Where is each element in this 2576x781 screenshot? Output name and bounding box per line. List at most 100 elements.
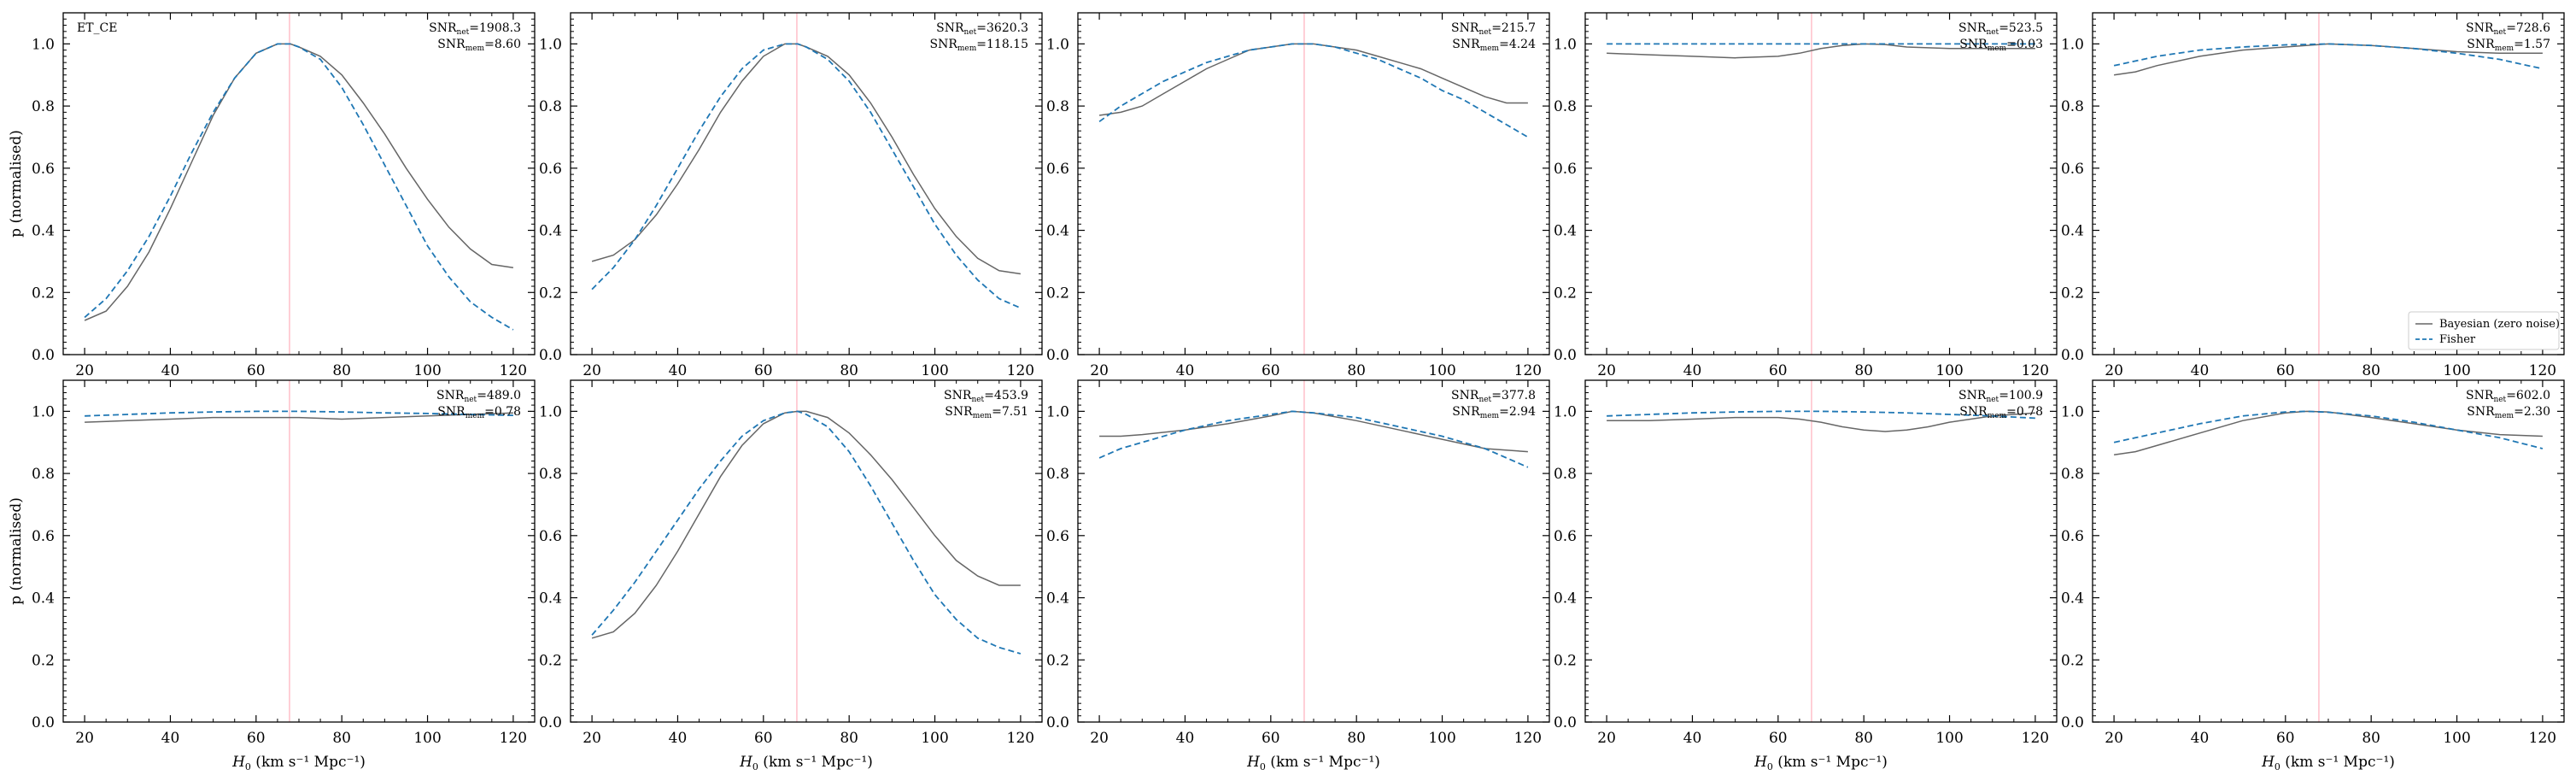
snr-net-label: SNRnet=523.5	[1958, 21, 2043, 37]
x-tick-label: 120	[500, 362, 527, 379]
x-tick-label: 20	[2105, 730, 2123, 747]
snr-net-label: SNRnet=453.9	[944, 389, 1028, 404]
x-tick-label: 40	[669, 730, 688, 747]
y-tick-label: 0.0	[1554, 347, 1577, 364]
y-tick-label: 1.0	[32, 403, 55, 420]
y-tick-label: 1.0	[2061, 403, 2084, 420]
bayesian-curve	[85, 412, 513, 423]
y-tick-label: 0.2	[539, 285, 562, 302]
x-tick-label: 40	[1176, 730, 1195, 747]
x-tick-label: 20	[75, 362, 94, 379]
y-tick-label: 0.4	[1046, 590, 1069, 608]
x-tick-label: 100	[2443, 362, 2470, 379]
y-tick-label: 0.2	[1046, 652, 1069, 669]
y-tick-label: 0.2	[32, 652, 55, 669]
y-tick-label: 0.0	[32, 347, 55, 364]
fisher-curve	[2113, 43, 2544, 70]
x-tick-label: 20	[583, 362, 601, 379]
snr-net-label: SNRnet=489.0	[436, 389, 521, 404]
x-tick-label: 60	[247, 730, 266, 747]
fisher-curve	[1098, 410, 1529, 468]
x-tick-label: 40	[1683, 362, 1702, 379]
x-tick-label: 60	[754, 730, 773, 747]
y-tick-label: 0.4	[1554, 590, 1577, 608]
panel-2: 20 40 60 80 100 120 0.0 0.2 0.4 0.6 0.8 1.0 SNRnet=3…	[539, 12, 1043, 379]
x-tick-label: 100	[921, 362, 948, 379]
y-tick-label: 1.0	[1554, 403, 1577, 420]
x-tick-label: 20	[583, 730, 601, 747]
y-tick-label: 0.6	[1046, 528, 1069, 545]
y-tick-label: 1.0	[1046, 403, 1069, 420]
y-tick-label: 0.0	[1046, 347, 1069, 364]
axes-frame	[2092, 379, 2565, 723]
snr-mem-label: SNRmem=0.03	[1959, 38, 2043, 53]
y-tick-label: 0.8	[1046, 98, 1069, 115]
dataset-tag: ET_CE	[77, 21, 118, 35]
y-tick-label: 0.4	[1046, 223, 1069, 240]
x-tick-label: 80	[840, 362, 858, 379]
y-tick-label: 0.4	[1554, 223, 1577, 240]
y-tick-label: 0.6	[1554, 528, 1577, 545]
x-tick-label: 60	[1262, 730, 1280, 747]
y-tick-label: 0.4	[539, 590, 562, 608]
x-tick-label: 20	[1597, 362, 1616, 379]
x-tick-label: 80	[332, 730, 351, 747]
y-tick-label: 1.0	[1046, 36, 1069, 53]
snr-net-label: SNRnet=3620.3	[936, 21, 1028, 37]
x-tick-label: 120	[2022, 730, 2049, 747]
x-tick-label: 120	[1007, 730, 1034, 747]
x-tick-label: 60	[754, 362, 773, 379]
y-tick-label: 0.8	[2061, 466, 2084, 483]
y-axis-label: p (normalised)	[8, 130, 25, 238]
y-tick-label: 0.6	[539, 161, 562, 178]
y-tick-label: 0.6	[2061, 528, 2084, 545]
y-tick-label: 0.8	[1554, 466, 1577, 483]
x-tick-label: 20	[2105, 362, 2123, 379]
y-tick-label: 0.0	[2061, 714, 2084, 731]
snr-mem-label: SNRmem=2.30	[2467, 405, 2550, 420]
panel-9: 20 40 60 80 100 120 0.0 0.2 0.4 0.6 0.8 1.0 SNRnet=1…	[1554, 379, 2058, 772]
bayesian-curve	[591, 410, 1021, 639]
axes-frame	[2092, 12, 2565, 355]
x-axis-label: H0 (km s⁻¹ Mpc⁻¹)	[1753, 754, 1888, 772]
x-tick-label: 80	[1347, 362, 1366, 379]
snr-mem-label: SNRmem=4.24	[1452, 38, 1536, 53]
snr-mem-label: SNRmem=2.94	[1452, 405, 1536, 420]
y-tick-label: 0.2	[1554, 285, 1577, 302]
y-tick-label: 0.2	[32, 285, 55, 302]
legend-box	[2408, 311, 2560, 350]
panel-10: 20 40 60 80 100 120 0.0 0.2 0.4 0.6 0.8 1.0 SNRnet=6…	[2061, 379, 2565, 772]
y-tick-label: 0.0	[1554, 714, 1577, 731]
x-tick-label: 40	[669, 362, 688, 379]
x-tick-label: 20	[1090, 730, 1109, 747]
snr-mem-label: SNRmem=7.51	[945, 405, 1028, 420]
x-tick-label: 40	[161, 730, 180, 747]
fisher-curve	[84, 43, 514, 331]
x-tick-label: 20	[1597, 730, 1616, 747]
fisher-curve	[591, 410, 1022, 655]
x-tick-label: 60	[1769, 730, 1788, 747]
x-tick-label: 100	[1428, 730, 1455, 747]
x-axis-label: H0 (km s⁻¹ Mpc⁻¹)	[231, 754, 366, 772]
fisher-curve	[85, 410, 513, 417]
x-tick-label: 100	[1935, 730, 1963, 747]
x-tick-label: 40	[2191, 730, 2210, 747]
snr-mem-label: SNRmem=118.15	[929, 38, 1028, 53]
snr-mem-label: SNRmem=1.57	[2467, 38, 2550, 53]
axes-frame	[1584, 12, 2058, 355]
y-tick-label: 0.6	[1046, 161, 1069, 178]
y-tick-label: 1.0	[1554, 36, 1577, 53]
x-tick-label: 80	[332, 362, 351, 379]
axes-frame	[62, 12, 536, 355]
x-tick-label: 120	[500, 730, 527, 747]
x-tick-label: 120	[1514, 730, 1542, 747]
y-tick-label: 0.4	[2061, 590, 2084, 608]
snr-net-label: SNRnet=602.0	[2466, 389, 2550, 404]
y-tick-label: 0.2	[539, 652, 562, 669]
legend: Bayesian (zero noise) Fisher	[2408, 311, 2560, 350]
y-tick-label: 0.4	[32, 590, 55, 608]
x-tick-label: 60	[1769, 362, 1788, 379]
y-tick-label: 0.6	[1554, 161, 1577, 178]
x-tick-label: 40	[2191, 362, 2210, 379]
y-tick-label: 0.0	[2061, 347, 2084, 364]
